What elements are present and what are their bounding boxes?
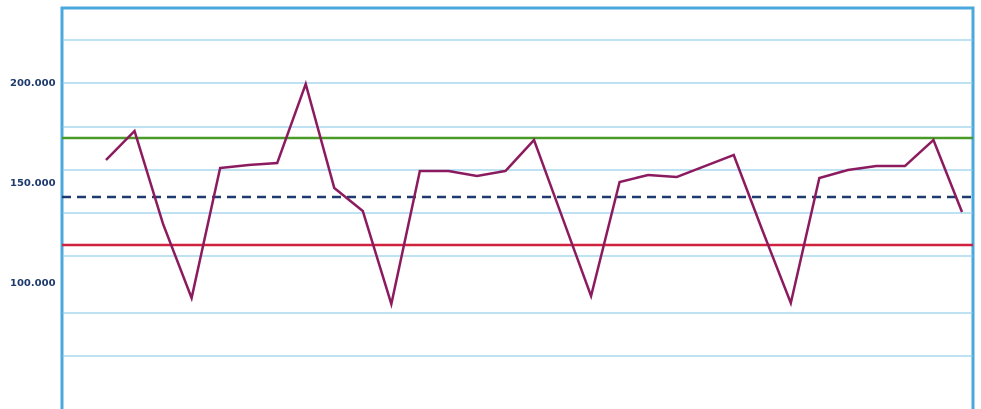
- plot-frame: [60, 6, 975, 409]
- y-tick-label: 100.000: [10, 278, 56, 289]
- y-tick-label: 150.000: [10, 178, 56, 189]
- data-line: [105, 79, 964, 309]
- y-tick-label: 200.000: [10, 78, 56, 89]
